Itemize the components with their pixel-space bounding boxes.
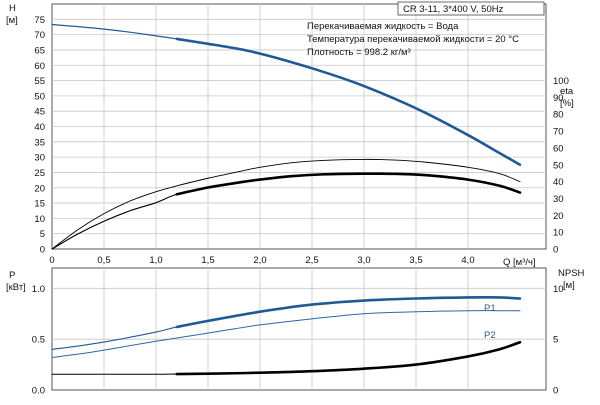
p1-power-curve-duty-range [175, 296, 522, 329]
fluid-line-3: Плотность = 998.2 кг/м³ [307, 47, 411, 58]
efficiency-tick-label: 60 [553, 143, 564, 154]
x-tick-label: 2,5 [305, 255, 318, 266]
efficiency-thin-curve [51, 158, 521, 250]
x-tick-label: 0 [49, 255, 54, 266]
p2-series-label: P2 [484, 330, 496, 341]
npsh-axis-title: NPSH [558, 268, 585, 279]
x-tick-label: 1,0 [149, 255, 162, 266]
efficiency-tick-label: 100 [553, 76, 569, 87]
efficiency-tick-label: 40 [553, 177, 564, 188]
efficiency-tick-label: 80 [553, 110, 564, 121]
curves [51, 23, 522, 376]
head-tick-label: 55 [34, 76, 45, 87]
power-axis-unit: [кВт] [6, 282, 26, 293]
x-tick-label: 3,0 [357, 255, 370, 266]
head-tick-label: 0 [40, 245, 45, 256]
efficiency-tick-label: 90 [553, 93, 564, 104]
efficiency-axis-unit: [%] [560, 98, 574, 109]
bottom-plot-frame [51, 267, 547, 391]
power-tick-label: 1.0 [32, 284, 45, 295]
head-tick-label: 15 [34, 199, 45, 210]
efficiency-curve-duty-range [175, 172, 522, 196]
npsh-curve-duty-range [175, 340, 522, 376]
npsh-tick-label: 10 [553, 284, 564, 295]
p2-power-curve [51, 310, 521, 358]
head-tick-label: 65 [34, 45, 45, 56]
p1-series-label: P1 [484, 303, 496, 314]
head-curve [51, 23, 521, 166]
power-tick-label: 0.0 [32, 386, 45, 397]
head-tick-label: 75 [34, 15, 45, 26]
grid-lines [52, 4, 546, 390]
x-tick-label: 3,5 [409, 255, 422, 266]
npsh-tick-label: 5 [553, 335, 558, 346]
head-tick-label: 60 [34, 61, 45, 72]
head-curve-duty-range [175, 37, 522, 167]
fluid-line-1: Перекачиваемая жидкость = Вода [307, 21, 459, 32]
head-tick-label: 45 [34, 107, 45, 118]
efficiency-tick-label: 0 [553, 245, 558, 256]
head-tick-label: 35 [34, 137, 45, 148]
fluid-line-2: Температура перекачиваемой жидкости = 20… [307, 34, 519, 45]
head-tick-label: 70 [34, 30, 45, 41]
x-tick-label: 0,5 [97, 255, 110, 266]
efficiency-axis-title: eta [560, 86, 574, 97]
efficiency-tick-label: 70 [553, 127, 564, 138]
head-tick-label: 25 [34, 168, 45, 179]
head-axis-unit: [м] [6, 15, 18, 26]
head-axis-title: H [9, 3, 16, 14]
efficiency-tick-label: 50 [553, 160, 564, 171]
x-tick-label: 4,0 [461, 255, 474, 266]
head-tick-label: 20 [34, 183, 45, 194]
head-tick-label: 30 [34, 153, 45, 164]
head-tick-label: 50 [34, 91, 45, 102]
head-tick-label: 5 [40, 229, 45, 240]
npsh-axis-unit: [м] [563, 280, 575, 291]
power-tick-label: 0.5 [32, 335, 45, 346]
tick-labels: 0 0,5 1,0 1,5 2,0 2,5 3,0 3,5 4,0 0 5 10 15 20 25 30 35 4… [32, 15, 569, 397]
efficiency-tick-label: 10 [553, 228, 564, 239]
efficiency-tick-label: 20 [553, 211, 564, 222]
head-tick-label: 10 [34, 214, 45, 225]
efficiency-curve [51, 173, 521, 250]
flow-axis-title: Q [м³/ч] [503, 257, 536, 268]
power-axis-title: P [9, 270, 15, 281]
x-tick-label: 2,0 [253, 255, 266, 266]
model-label: CR 3-11, 3*400 V, 50Hz [403, 4, 504, 15]
model-label-box [397, 1, 545, 16]
efficiency-tick-label: 30 [553, 194, 564, 205]
p1-power-curve [51, 296, 521, 350]
head-tick-label: 40 [34, 122, 45, 133]
x-tick-label: 1,5 [201, 255, 214, 266]
npsh-tick-label: 0 [553, 386, 558, 397]
